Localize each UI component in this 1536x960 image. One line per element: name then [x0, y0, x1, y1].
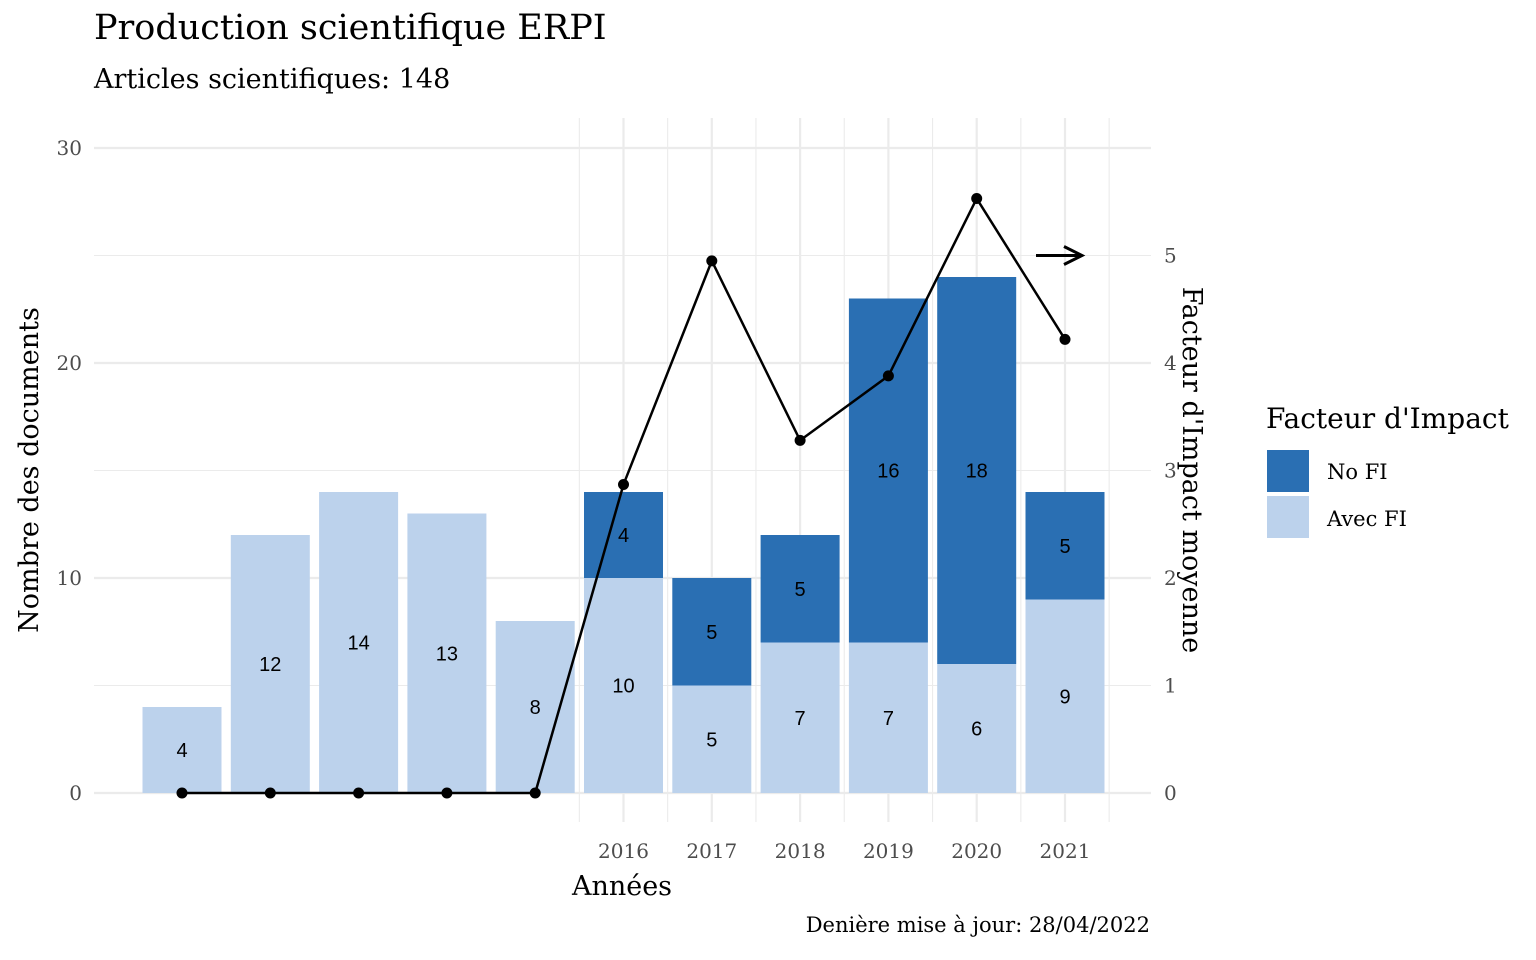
bar-label-no-fi-10: 5	[1059, 536, 1070, 558]
y-tick-3: 30	[57, 136, 82, 160]
impact-point-0	[176, 787, 188, 799]
bar-avec-fi-6	[672, 685, 752, 793]
bar-label-no-fi-8: 16	[877, 461, 899, 483]
y-tick-2: 20	[57, 351, 82, 375]
x-tick-5: 2016	[598, 839, 649, 863]
bar-label-no-fi-9: 18	[966, 461, 988, 483]
legend-swatch-avec-fi	[1267, 496, 1309, 538]
y2-tick-0: 0	[1164, 781, 1177, 805]
bar-label-avec-fi-7: 7	[795, 708, 806, 730]
bar-avec-fi-7	[760, 642, 840, 793]
bar-label-no-fi-7: 5	[795, 579, 806, 601]
x-axis-title: Années	[571, 871, 672, 902]
chart-title: Production scientifique ERPI	[94, 8, 607, 48]
bar-no-fi-5	[584, 492, 663, 578]
bar-label-no-fi-5: 4	[618, 525, 629, 547]
legend: Facteur d'Impact No FI Avec FI	[1266, 402, 1510, 538]
bar-label-avec-fi-4: 8	[530, 697, 541, 719]
bar-avec-fi-4	[495, 621, 575, 793]
bar-avec-fi-3	[407, 513, 487, 793]
impact-point-8	[882, 370, 894, 382]
y2-tick-2: 2	[1164, 566, 1177, 590]
bar-avec-fi-2	[319, 492, 399, 793]
bar-label-avec-fi-2: 14	[347, 633, 369, 655]
bar-labels: 4 12 14 13 8 10 4 5 5 7 5 7 16 6 18 9 5	[176, 461, 1070, 763]
legend-swatch-no-fi	[1267, 450, 1309, 492]
legend-title: Facteur d'Impact	[1266, 402, 1510, 435]
impact-point-7	[794, 434, 806, 446]
impact-point-1	[264, 787, 276, 799]
arrow-annotation	[1036, 245, 1086, 266]
y2-axis-title: Facteur d'Impact moyenne	[1176, 287, 1207, 654]
bar-no-fi-8	[848, 298, 928, 643]
impact-point-10	[1059, 333, 1071, 345]
bar-no-fi-7	[760, 535, 840, 643]
bar-label-avec-fi-1: 12	[259, 654, 281, 676]
bar-label-avec-fi-6: 5	[706, 729, 717, 751]
bar-avec-fi-1	[230, 535, 310, 793]
bar-no-fi-6	[672, 578, 752, 686]
x-tick-6: 2017	[686, 839, 737, 863]
impact-point-3	[441, 787, 453, 799]
y2-tick-5: 5	[1164, 244, 1177, 268]
impact-line	[176, 193, 1071, 799]
y-axis-title: Nombre des documents	[14, 307, 45, 633]
chart-subtitle: Articles scientifiques: 148	[94, 64, 451, 95]
x-tick-7: 2018	[775, 839, 826, 863]
bar-label-avec-fi-9: 6	[971, 719, 982, 741]
bar-label-avec-fi-8: 7	[883, 708, 894, 730]
bar-avec-fi-0	[142, 707, 222, 793]
bar-avec-fi-9	[937, 664, 1017, 793]
impact-point-4	[529, 787, 541, 799]
bars	[142, 277, 1105, 793]
x-tick-8: 2019	[863, 839, 914, 863]
y-tick-0: 0	[69, 781, 82, 805]
y2-tick-4: 4	[1164, 351, 1177, 375]
impact-point-9	[971, 193, 983, 205]
bar-label-avec-fi-0: 4	[176, 740, 187, 762]
bar-no-fi-9	[937, 277, 1017, 664]
bar-label-no-fi-6: 5	[706, 622, 717, 644]
y2-tick-3: 3	[1164, 459, 1177, 483]
impact-point-6	[706, 255, 718, 267]
impact-point-5	[618, 478, 629, 490]
bar-avec-fi-10	[1025, 599, 1105, 793]
legend-label-avec-fi: Avec FI	[1326, 507, 1407, 531]
bar-label-avec-fi-3: 13	[436, 643, 458, 665]
bar-no-fi-10	[1025, 492, 1105, 600]
legend-label-no-fi: No FI	[1327, 460, 1388, 484]
arrow-head	[1063, 245, 1086, 266]
caption: Denière mise à jour: 28/04/2022	[805, 913, 1150, 937]
bar-avec-fi-5	[584, 578, 663, 793]
impact-point-2	[353, 787, 365, 799]
bar-avec-fi-8	[848, 642, 928, 793]
x-tick-9: 2020	[951, 839, 1002, 863]
bar-label-avec-fi-10: 9	[1059, 686, 1070, 708]
bar-label-avec-fi-5: 10	[612, 676, 634, 698]
y2-tick-1: 1	[1164, 674, 1177, 698]
x-tick-10: 2021	[1040, 839, 1091, 863]
y-tick-1: 10	[57, 566, 82, 590]
